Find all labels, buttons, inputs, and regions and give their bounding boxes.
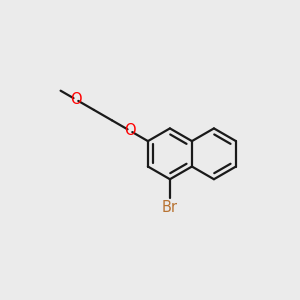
Text: O: O [124, 123, 136, 138]
Text: O: O [70, 92, 82, 107]
Text: Br: Br [162, 200, 178, 215]
